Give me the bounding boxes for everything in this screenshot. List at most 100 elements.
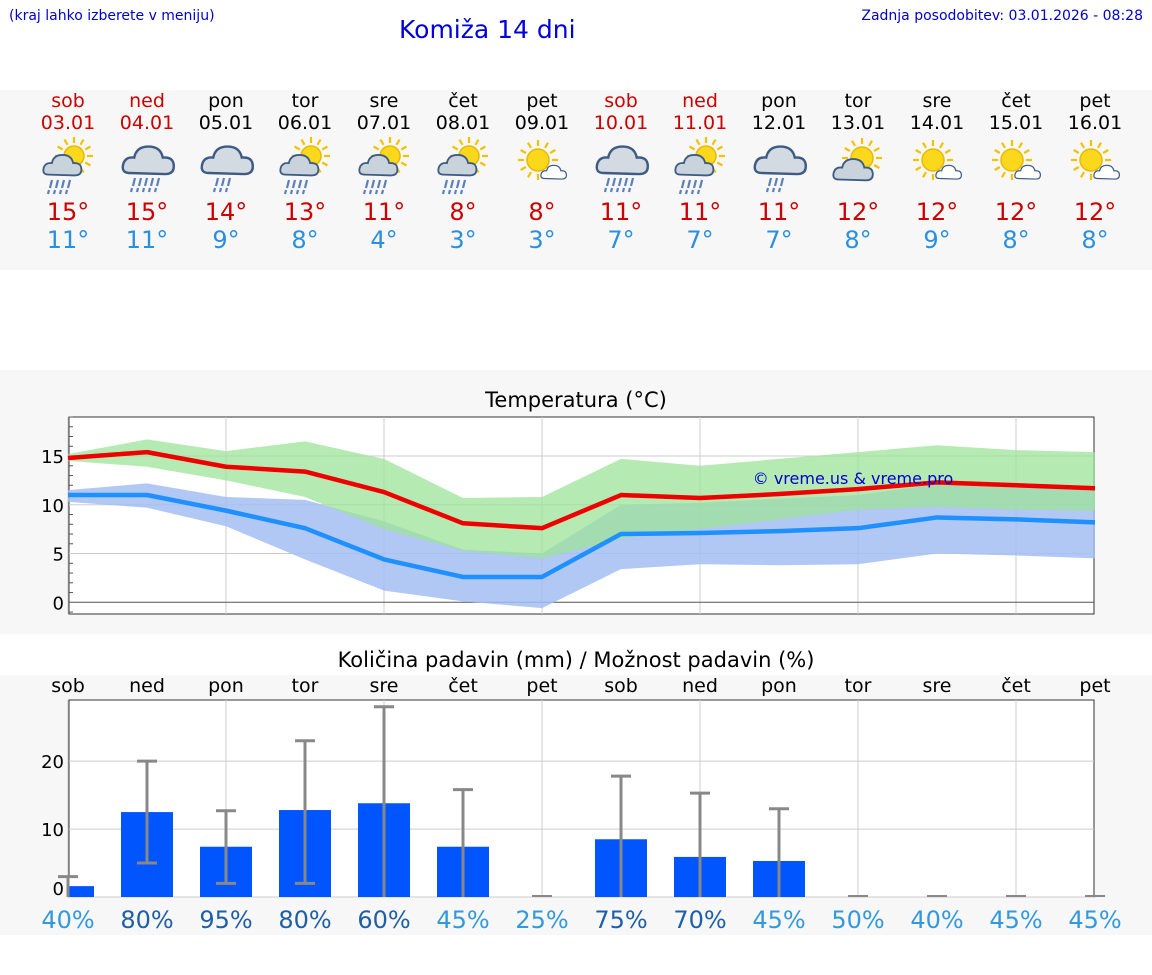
min-temp: 9°	[212, 226, 240, 254]
day-date: 14.01	[909, 112, 965, 134]
day-date: 04.01	[119, 112, 175, 134]
max-temp: 13°	[283, 198, 327, 226]
day-column: tor 06.01 13° 8°	[260, 90, 350, 254]
partly-sunny-rain-icon	[260, 136, 350, 196]
cloud-rain-icon	[576, 136, 666, 196]
max-temp: 12°	[836, 198, 880, 226]
min-temp: 8°	[291, 226, 319, 254]
day-date: 12.01	[751, 112, 807, 134]
min-temp: 4°	[370, 226, 398, 254]
day-date: 10.01	[593, 112, 649, 134]
max-temp-line	[67, 449, 1096, 531]
day-column: sob 10.01 11° 7°	[576, 90, 666, 254]
min-temp: 8°	[1081, 226, 1109, 254]
x-category-label: tor	[292, 675, 319, 697]
watermark: © vreme.us & vreme.pro	[753, 469, 954, 488]
precipitation-chart-title: Količina padavin (mm) / Možnost padavin …	[337, 648, 815, 672]
min-temp: 11°	[46, 226, 90, 254]
max-temp: 15°	[125, 198, 169, 226]
day-column: sre 14.01 12° 9°	[892, 90, 982, 254]
day-name: ned	[129, 90, 165, 112]
min-temp: 8°	[844, 226, 872, 254]
max-temp: 12°	[994, 198, 1038, 226]
temperature-chart-title: Temperatura (°C)	[485, 388, 667, 412]
cloud-icon	[1093, 164, 1121, 180]
cloud-icon	[540, 164, 568, 180]
day-column: sre 07.01 11° 4°	[339, 90, 429, 254]
min-temp: 3°	[528, 226, 556, 254]
min-temp: 9°	[923, 226, 951, 254]
day-name: pon	[208, 90, 244, 112]
sun-icon	[992, 140, 1032, 180]
precipitation-probability: 25%	[515, 906, 568, 934]
day-column: pon 05.01 14° 9°	[181, 90, 271, 254]
max-temp: 11°	[678, 198, 722, 226]
precipitation-probability: 50%	[831, 906, 884, 934]
day-date: 05.01	[198, 112, 254, 134]
partly-cloudy-icon	[813, 136, 903, 196]
rain-icon	[212, 177, 232, 193]
day-column: čet 15.01 12° 8°	[971, 90, 1061, 254]
x-category-label: sre	[923, 675, 952, 697]
precipitation-probability: 70%	[673, 906, 726, 934]
max-temp: 12°	[915, 198, 959, 226]
day-date: 06.01	[277, 112, 333, 134]
sun-small-cloud-icon	[497, 136, 587, 196]
day-column: tor 13.01 12° 8°	[813, 90, 903, 254]
x-category-label: tor	[845, 675, 872, 697]
x-category-label: ned	[129, 675, 165, 697]
cloud-rain-icon	[734, 136, 824, 196]
sun-small-cloud-icon	[1050, 136, 1140, 196]
day-name: ned	[682, 90, 718, 112]
cloud-icon	[753, 145, 808, 176]
y-tick-label: 0	[53, 593, 64, 614]
day-name: sre	[922, 90, 952, 112]
partly-sunny-rain-icon	[339, 136, 429, 196]
rain-icon	[765, 177, 785, 193]
partly-sunny-rain-icon	[23, 136, 113, 196]
precipitation-chart: sob ned pon tor sre čet pet sob ned pon tor sre čet p…	[41, 675, 1122, 934]
x-category-label: sob	[604, 675, 638, 697]
precipitation-probability: 45%	[752, 906, 805, 934]
day-name: pet	[526, 90, 558, 112]
min-temp: 8°	[1002, 226, 1030, 254]
x-category-label: čet	[448, 675, 478, 697]
day-date: 11.01	[672, 112, 728, 134]
precipitation-probability: 60%	[357, 906, 410, 934]
day-date: 03.01	[40, 112, 96, 134]
day-column: pet 16.01 12° 8°	[1050, 90, 1140, 254]
day-column: ned 11.01 11° 7°	[655, 90, 745, 254]
sun-small-cloud-icon	[892, 136, 982, 196]
cloud-icon	[42, 154, 83, 177]
precipitation-probability: 40%	[41, 906, 94, 934]
y-tick-label: 5	[53, 545, 64, 566]
last-update: Zadnja posodobitev: 03.01.2026 - 08:28	[861, 8, 1143, 24]
x-category-label: pon	[761, 675, 797, 697]
day-name: sob	[51, 90, 85, 112]
precipitation-probability: 45%	[1068, 906, 1121, 934]
day-date: 16.01	[1067, 112, 1123, 134]
y-tick-label: 10	[41, 496, 64, 517]
cloud-rain-icon	[102, 136, 192, 196]
cloud-icon	[832, 158, 874, 182]
page-title: Komiža 14 dni	[399, 15, 576, 44]
cloud-icon	[674, 154, 715, 177]
partly-sunny-rain-icon	[418, 136, 508, 196]
min-temp: 3°	[449, 226, 477, 254]
cloud-icon	[200, 145, 255, 176]
min-temp: 11°	[125, 226, 169, 254]
max-temp: 11°	[599, 198, 643, 226]
day-name: tor	[291, 90, 319, 112]
partly-sunny-rain-icon	[655, 136, 745, 196]
cloud-rain-icon	[181, 136, 271, 196]
cloud-icon	[121, 145, 176, 176]
precipitation-probability: 95%	[199, 906, 252, 934]
menu-hint[interactable]: (kraj lahko izberete v meniju)	[9, 8, 215, 24]
max-temp: 11°	[757, 198, 801, 226]
day-name: čet	[448, 90, 478, 112]
rain-icon	[441, 179, 467, 195]
x-category-label: sob	[51, 675, 85, 697]
x-category-label: pon	[208, 675, 244, 697]
day-column: ned 04.01 15° 11°	[102, 90, 192, 254]
day-name: sre	[369, 90, 399, 112]
